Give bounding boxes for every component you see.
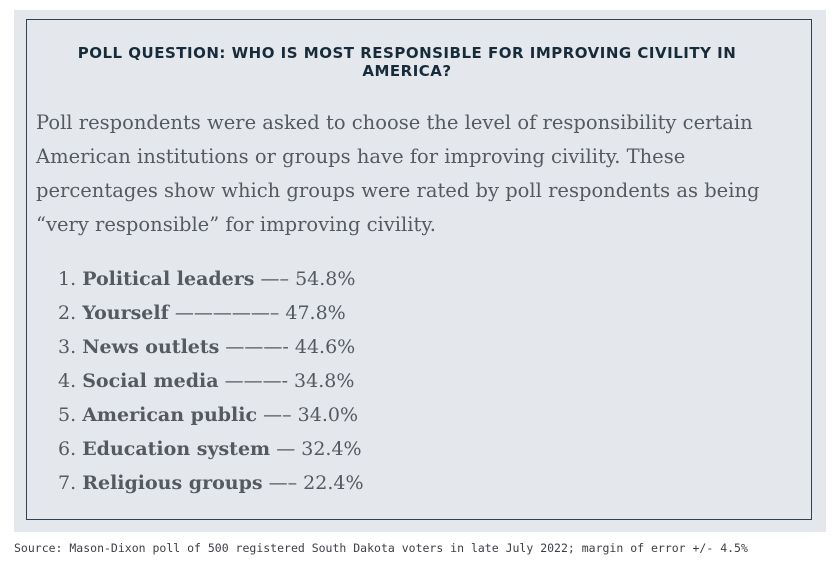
result-rank: 4. bbox=[58, 370, 77, 392]
result-item: 1. Political leaders —– 54.8% bbox=[58, 262, 364, 296]
poll-panel-border bbox=[26, 19, 812, 520]
result-dash: —– bbox=[257, 404, 298, 426]
result-percentage: 34.8% bbox=[294, 370, 355, 392]
result-percentage: 22.4% bbox=[303, 472, 364, 494]
result-percentage: 47.8% bbox=[285, 302, 346, 324]
result-percentage: 32.4% bbox=[301, 438, 362, 460]
result-group: News outlets bbox=[82, 336, 220, 358]
result-item: 4. Social media ———- 34.8% bbox=[58, 364, 364, 398]
results-list: 1. Political leaders —– 54.8% 2. Yoursel… bbox=[58, 262, 364, 500]
poll-intro: Poll respondents were asked to choose th… bbox=[36, 111, 760, 236]
result-group: Social media bbox=[82, 370, 219, 392]
source-note: Source: Mason-Dixon poll of 500 register… bbox=[14, 541, 748, 555]
result-item: 7. Religious groups —– 22.4% bbox=[58, 466, 364, 500]
result-dash: ———- bbox=[219, 336, 295, 358]
result-group: Religious groups bbox=[82, 472, 263, 494]
result-group: Education system bbox=[82, 438, 271, 460]
result-group: Political leaders bbox=[82, 268, 255, 290]
result-dash: —– bbox=[262, 472, 304, 494]
result-rank: 3. bbox=[58, 336, 77, 358]
result-group: American public bbox=[82, 404, 258, 426]
result-item: 6. Education system — 32.4% bbox=[58, 432, 364, 466]
result-dash: ———- bbox=[218, 370, 295, 392]
result-rank: 1. bbox=[58, 268, 77, 290]
result-rank: 2. bbox=[58, 302, 77, 324]
result-percentage: 44.6% bbox=[294, 336, 356, 358]
result-percentage: 34.0% bbox=[297, 404, 358, 426]
result-group: Yourself bbox=[82, 302, 169, 324]
result-item: 2. Yourself —————– 47.8% bbox=[58, 296, 364, 330]
result-percentage: 54.8% bbox=[295, 268, 356, 290]
result-rank: 6. bbox=[58, 438, 77, 460]
poll-panel: POLL QUESTION: WHO IS MOST RESPONSIBLE F… bbox=[14, 10, 826, 532]
result-item: 5. American public —– 34.0% bbox=[58, 398, 364, 432]
result-rank: 7. bbox=[58, 472, 77, 494]
result-dash: —– bbox=[254, 268, 296, 290]
poll-title: POLL QUESTION: WHO IS MOST RESPONSIBLE F… bbox=[77, 44, 737, 80]
result-rank: 5. bbox=[58, 404, 77, 426]
result-dash: —————– bbox=[168, 302, 286, 324]
result-dash: — bbox=[270, 438, 302, 460]
result-item: 3. News outlets ———- 44.6% bbox=[58, 330, 364, 364]
